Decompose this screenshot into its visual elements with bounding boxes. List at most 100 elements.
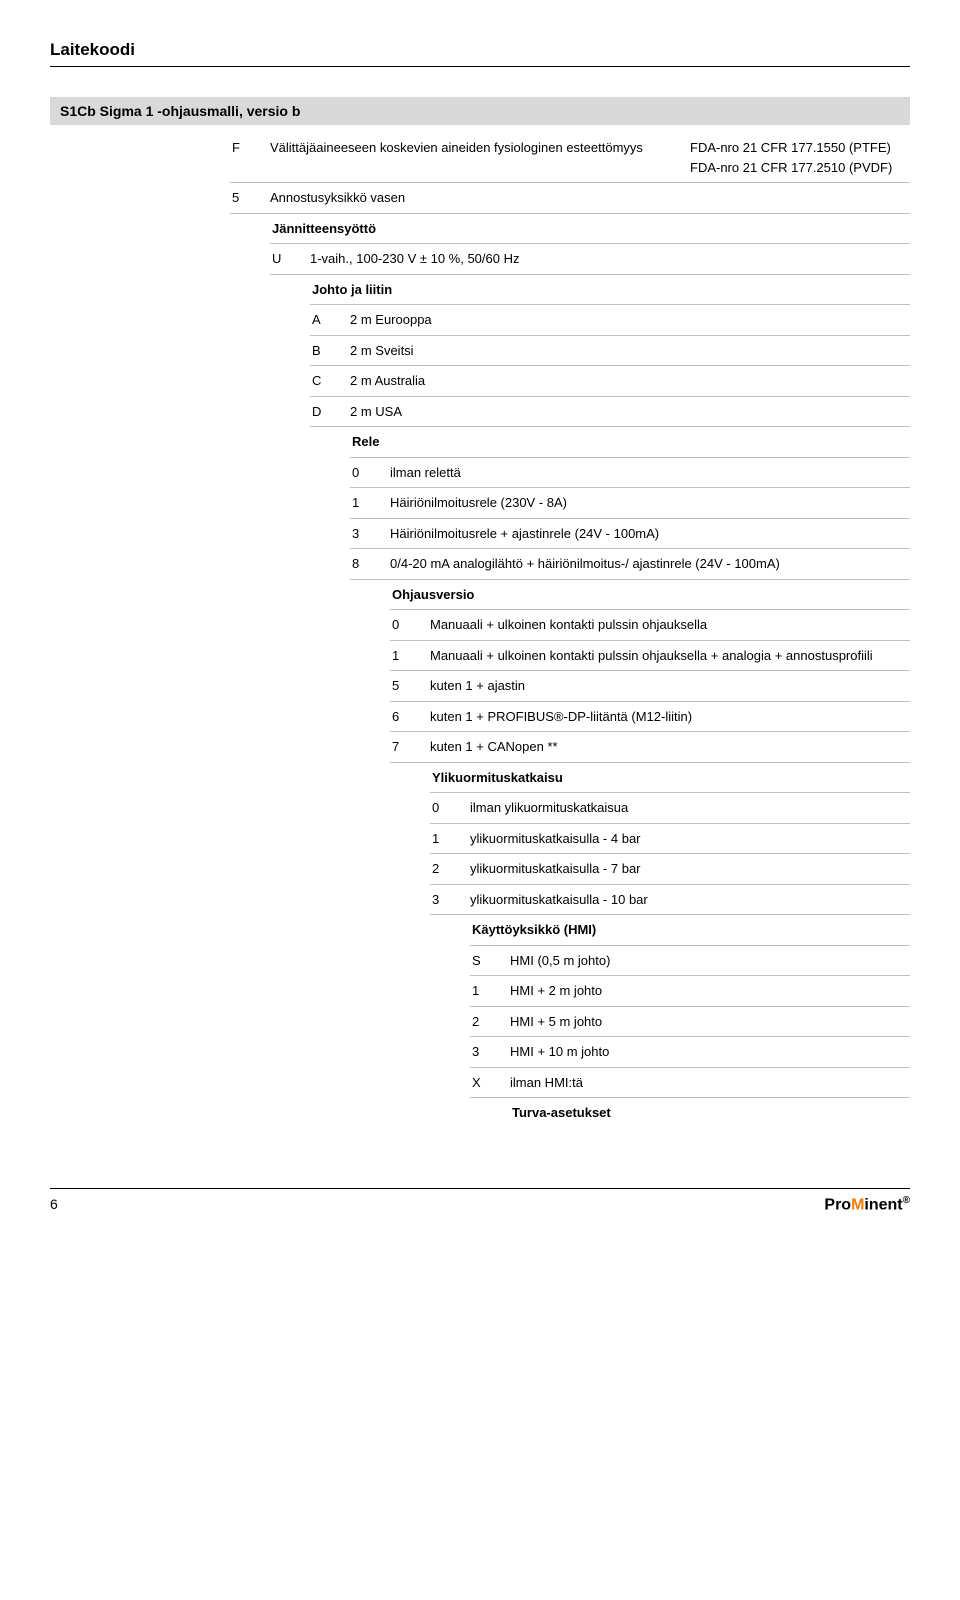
group-jv: Jännitteensyöttö [270, 214, 910, 245]
group-johto: Johto ja liitin [310, 275, 910, 306]
block-ylik: Ylikuormituskatkaisu 0ilman ylikuormitus… [430, 763, 910, 916]
cell-val: kuten 1 + ajastin [430, 676, 910, 696]
table-row: 1HMI + 2 m johto [470, 976, 910, 1007]
cell-key: U [270, 249, 310, 269]
cell-val: Manuaali + ulkoinen kontakti pulssin ohj… [430, 646, 910, 666]
cell-val: 2 m Eurooppa [350, 310, 910, 330]
cell-val: HMI (0,5 m johto) [510, 951, 910, 971]
group-turva: Turva-asetukset [510, 1098, 910, 1128]
table-row: D2 m USA [310, 397, 910, 428]
group-rele: Rele [350, 427, 910, 458]
table-row: 6kuten 1 + PROFIBUS®-DP-liitäntä (M12-li… [390, 702, 910, 733]
group-ohjaus: Ohjausversio [390, 580, 910, 611]
cell-key: 1 [430, 829, 470, 849]
cell-val: ylikuormituskatkaisulla - 4 bar [470, 829, 910, 849]
fda-line-2: FDA-nro 21 CFR 177.2510 (PVDF) [690, 158, 910, 178]
block-jv: Jännitteensyöttö U 1-vaih., 100-230 V ± … [270, 214, 910, 275]
cell-key: 2 [470, 1012, 510, 1032]
cell-key: F [230, 138, 270, 177]
cell-key: 3 [350, 524, 390, 544]
cell-val: HMI + 2 m johto [510, 981, 910, 1001]
cell-key: 2 [430, 859, 470, 879]
cell-val: 0/4-20 mA analogilähtö + häiriönilmoitus… [390, 554, 910, 574]
cell-key: B [310, 341, 350, 361]
block-ohjaus: Ohjausversio 0Manuaali + ulkoinen kontak… [390, 580, 910, 763]
cell-val: Välittäjäaineeseen koskevien aineiden fy… [270, 138, 690, 177]
cell-key: 1 [470, 981, 510, 1001]
cell-key: 3 [430, 890, 470, 910]
cell-key: 3 [470, 1042, 510, 1062]
cell-key: 6 [390, 707, 430, 727]
cell-key: 5 [230, 188, 270, 208]
brand-logo: ProMinent® [824, 1195, 910, 1214]
table-row: A2 m Eurooppa [310, 305, 910, 336]
table-row: 2HMI + 5 m johto [470, 1007, 910, 1038]
group-ylik: Ylikuormituskatkaisu [430, 763, 910, 794]
cell-key: 8 [350, 554, 390, 574]
cell-key: 0 [430, 798, 470, 818]
table-row: C2 m Australia [310, 366, 910, 397]
table-row: 3ylikuormituskatkaisulla - 10 bar [430, 885, 910, 916]
page: Laitekoodi S1Cb Sigma 1 -ohjausmalli, ve… [0, 0, 960, 1234]
row-5: 5 Annostusyksikkö vasen [230, 183, 910, 214]
block-rele: Rele 0ilman relettä1Häiriönilmoitusrele … [350, 427, 910, 580]
block-turva: Turva-asetukset [510, 1098, 910, 1128]
fda-line-1: FDA-nro 21 CFR 177.1550 (PTFE) [690, 138, 910, 158]
cell-key: D [310, 402, 350, 422]
cell-val: ilman HMI:tä [510, 1073, 910, 1093]
table-row: 0ilman ylikuormituskatkaisua [430, 793, 910, 824]
table-row: Xilman HMI:tä [470, 1068, 910, 1099]
cell-val: HMI + 10 m johto [510, 1042, 910, 1062]
cell-val: ilman ylikuormituskatkaisua [470, 798, 910, 818]
cell-val: Häiriönilmoitusrele + ajastinrele (24V -… [390, 524, 910, 544]
page-number: 6 [50, 1196, 58, 1212]
cell-val: 2 m Sveitsi [350, 341, 910, 361]
table-row: 80/4-20 mA analogilähtö + häiriönilmoitu… [350, 549, 910, 580]
table-row: 5kuten 1 + ajastin [390, 671, 910, 702]
table-row: 0Manuaali + ulkoinen kontakti pulssin oh… [390, 610, 910, 641]
cell-val: Annostusyksikkö vasen [270, 188, 910, 208]
cell-key: 1 [350, 493, 390, 513]
table-row: 2ylikuormituskatkaisulla - 7 bar [430, 854, 910, 885]
cell-val: 2 m Australia [350, 371, 910, 391]
cell-key: X [470, 1073, 510, 1093]
cell-val: 1-vaih., 100-230 V ± 10 %, 50/60 Hz [310, 249, 910, 269]
cell-val: kuten 1 + CANopen ** [430, 737, 910, 757]
brand-reg: ® [903, 1195, 910, 1206]
brand-pre: Pro [824, 1196, 851, 1213]
table-row: B2 m Sveitsi [310, 336, 910, 367]
cell-val: HMI + 5 m johto [510, 1012, 910, 1032]
cell-val: Häiriönilmoitusrele (230V - 8A) [390, 493, 910, 513]
block-johto: Johto ja liitin A2 m EurooppaB2 m Sveits… [310, 275, 910, 428]
section-band: S1Cb Sigma 1 -ohjausmalli, versio b [50, 97, 910, 125]
cell-key: C [310, 371, 350, 391]
cell-val: Manuaali + ulkoinen kontakti pulssin ohj… [430, 615, 910, 635]
table-row: 0ilman relettä [350, 458, 910, 489]
cell-key: 0 [350, 463, 390, 483]
cell-key: 0 [390, 615, 430, 635]
cell-val: ylikuormituskatkaisulla - 10 bar [470, 890, 910, 910]
brand-mid: M [851, 1196, 864, 1213]
block-f: F Välittäjäaineeseen koskevien aineiden … [230, 133, 910, 214]
cell-val2: FDA-nro 21 CFR 177.1550 (PTFE) FDA-nro 2… [690, 138, 910, 177]
cell-key: A [310, 310, 350, 330]
table-row: SHMI (0,5 m johto) [470, 946, 910, 977]
row-u: U 1-vaih., 100-230 V ± 10 %, 50/60 Hz [270, 244, 910, 275]
table-row: 1ylikuormituskatkaisulla - 4 bar [430, 824, 910, 855]
brand-post: inent [864, 1196, 902, 1213]
cell-val: ilman relettä [390, 463, 910, 483]
content: F Välittäjäaineeseen koskevien aineiden … [50, 133, 910, 1128]
page-title: Laitekoodi [50, 40, 910, 67]
cell-val: kuten 1 + PROFIBUS®-DP-liitäntä (M12-lii… [430, 707, 910, 727]
row-f: F Välittäjäaineeseen koskevien aineiden … [230, 133, 910, 183]
cell-key: 1 [390, 646, 430, 666]
cell-val: 2 m USA [350, 402, 910, 422]
table-row: 7kuten 1 + CANopen ** [390, 732, 910, 763]
table-row: 1Manuaali + ulkoinen kontakti pulssin oh… [390, 641, 910, 672]
cell-key: 7 [390, 737, 430, 757]
group-hmi: Käyttöyksikkö (HMI) [470, 915, 910, 946]
table-row: 3HMI + 10 m johto [470, 1037, 910, 1068]
footer: 6 ProMinent® [50, 1188, 910, 1214]
cell-key: S [470, 951, 510, 971]
table-row: 1Häiriönilmoitusrele (230V - 8A) [350, 488, 910, 519]
